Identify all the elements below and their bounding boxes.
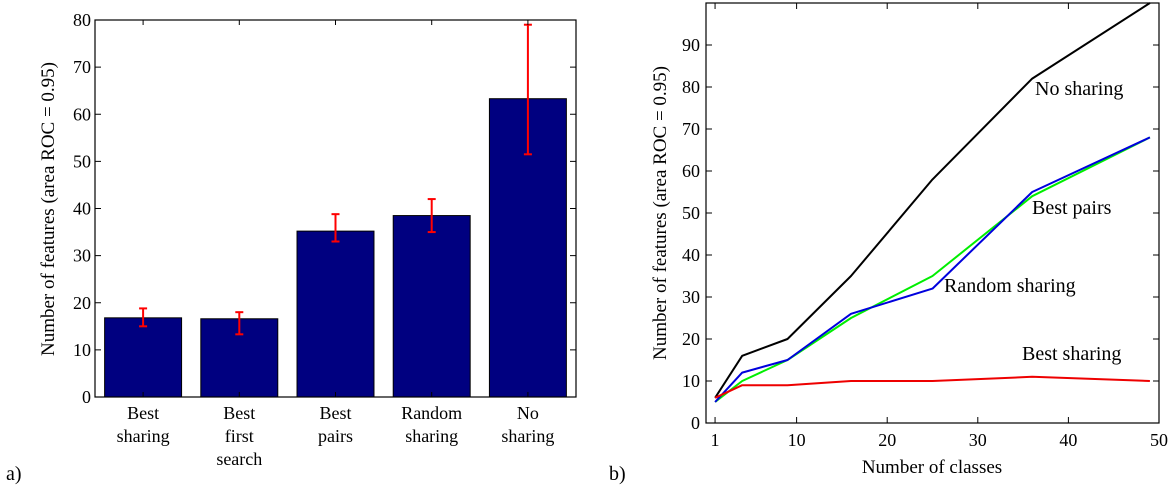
- y-axis-label: Number of features (area ROC = 0.95): [38, 62, 59, 356]
- x-tick-label: 30: [969, 430, 987, 450]
- series-lines: [714, 2, 1151, 403]
- y-axis-ticks: 0 10 20 30 40 50 60 70 80 90: [682, 35, 1159, 433]
- series-annotation: No sharing: [1035, 78, 1123, 100]
- x-tick-label: 40: [1059, 430, 1077, 450]
- y-tick-label: 60: [73, 104, 91, 124]
- series-line: [714, 136, 1151, 403]
- x-tick-label: 50: [1150, 430, 1168, 450]
- line-chart-panel: b) 0 10 20 30 40 50 60 70 80 90 1 10 20 30 40 50 Numbe…: [609, 2, 1168, 485]
- y-tick-label: 20: [682, 329, 700, 349]
- y-tick-label: 20: [73, 293, 91, 313]
- x-tick-label: No: [517, 403, 539, 423]
- x-axis-label: Number of classes: [862, 457, 1002, 478]
- x-tick-label: pairs: [318, 426, 353, 446]
- x-tick-label: first: [225, 426, 254, 446]
- bar: [296, 230, 375, 398]
- y-tick-label: 60: [682, 161, 700, 181]
- y-tick-label: 90: [682, 35, 700, 55]
- series-annotation: Best pairs: [1032, 197, 1112, 219]
- y-tick-label: 80: [73, 10, 91, 30]
- series-annotations: No sharing Best pairs Random sharing Best s…: [944, 78, 1123, 365]
- y-tick-label: 50: [682, 203, 700, 223]
- x-tick-label: 1: [711, 430, 720, 450]
- x-tick-label: sharing: [117, 426, 170, 446]
- x-tick-label: 20: [878, 430, 896, 450]
- y-tick-label: 10: [682, 371, 700, 391]
- x-tick-label: sharing: [405, 426, 458, 446]
- y-axis-label: Number of features (area ROC = 0.95): [650, 66, 671, 360]
- x-tick-label: search: [216, 449, 262, 469]
- x-tick-label: Best: [127, 403, 159, 423]
- y-tick-label: 30: [682, 287, 700, 307]
- y-tick-label: 70: [73, 57, 91, 77]
- y-tick-label: 40: [73, 199, 91, 219]
- y-tick-label: 80: [682, 77, 700, 97]
- y-tick-label: 70: [682, 119, 700, 139]
- panel-label-b: b): [609, 463, 626, 485]
- y-tick-label: 30: [73, 246, 91, 266]
- x-tick-label: Best: [319, 403, 351, 423]
- series-annotation: Random sharing: [944, 275, 1076, 297]
- series-annotation: Best sharing: [1022, 343, 1121, 365]
- series-line: [714, 2, 1151, 399]
- x-tick-label: Best: [223, 403, 255, 423]
- x-axis-ticks: Best sharing Best first search Best pairs Rando…: [117, 20, 554, 469]
- y-tick-label: 50: [73, 151, 91, 171]
- y-axis-ticks: 0 10 20 30 40 50 60 70 80: [73, 10, 576, 407]
- series-line: [714, 375, 1150, 399]
- bar: [392, 215, 471, 398]
- bar: [104, 317, 183, 398]
- x-tick-label: 10: [788, 430, 806, 450]
- y-tick-label: 10: [73, 340, 91, 360]
- y-tick-label: 0: [691, 413, 700, 433]
- bars: [104, 98, 567, 398]
- error-bars: [139, 23, 532, 336]
- series-line: [714, 136, 1151, 403]
- y-tick-label: 0: [82, 387, 91, 407]
- panel-label-a: a): [6, 463, 22, 485]
- x-tick-label: Random: [401, 403, 462, 423]
- x-axis-ticks: 1 10 20 30 40 50: [711, 3, 1168, 450]
- x-tick-label: sharing: [501, 426, 554, 446]
- y-tick-label: 40: [682, 245, 700, 265]
- bar-chart-panel: a) 0 10 20 30 40 50 60 70 80 Best sharing Best firs…: [6, 10, 577, 485]
